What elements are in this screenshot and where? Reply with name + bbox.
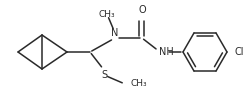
Text: N: N xyxy=(111,28,118,38)
Text: NH: NH xyxy=(158,47,173,57)
Text: CH₃: CH₃ xyxy=(131,80,147,88)
Text: S: S xyxy=(101,70,107,80)
Text: Cl: Cl xyxy=(234,47,243,57)
Text: O: O xyxy=(138,5,145,15)
Text: CH₃: CH₃ xyxy=(98,9,115,19)
